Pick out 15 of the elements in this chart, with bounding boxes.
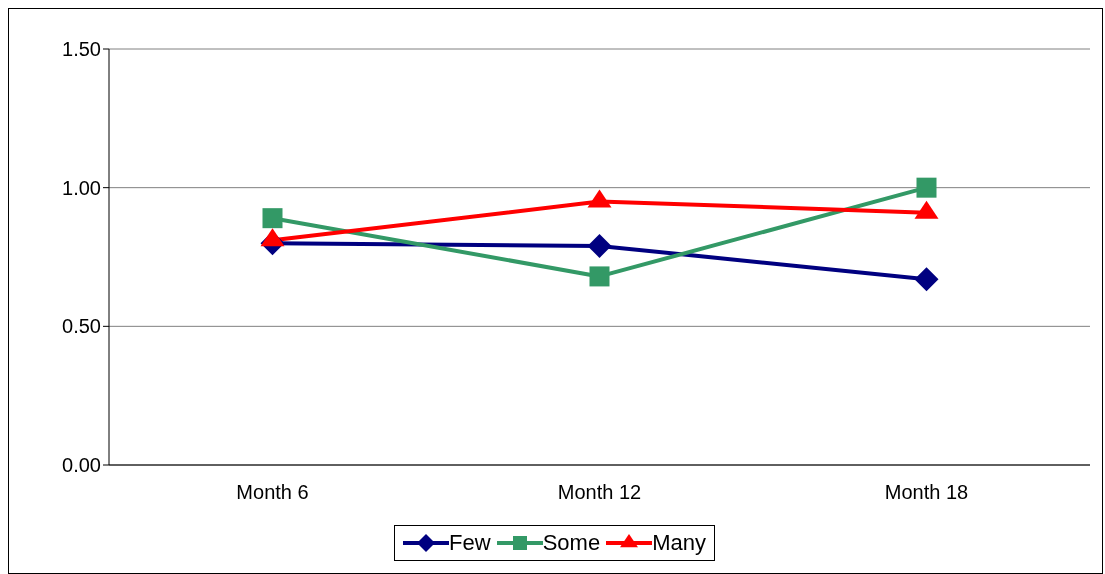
x-tick-label: Month 12: [557, 481, 642, 504]
x-tick-label: Month 18: [884, 481, 969, 504]
legend-label: Some: [542, 530, 601, 556]
point: [587, 233, 612, 258]
point: [589, 266, 610, 287]
point: [262, 208, 283, 229]
legend-label: Few: [449, 530, 491, 556]
legend-label: Many: [652, 530, 706, 556]
y-tick-label: 0.50: [62, 315, 101, 338]
point: [916, 177, 937, 198]
y-tick-label: 0.00: [62, 454, 101, 477]
point: [914, 267, 939, 292]
x-tick-label: Month 6: [236, 481, 309, 504]
y-tick-label: 1.50: [62, 38, 101, 61]
y-tick-label: 1.00: [62, 176, 101, 199]
